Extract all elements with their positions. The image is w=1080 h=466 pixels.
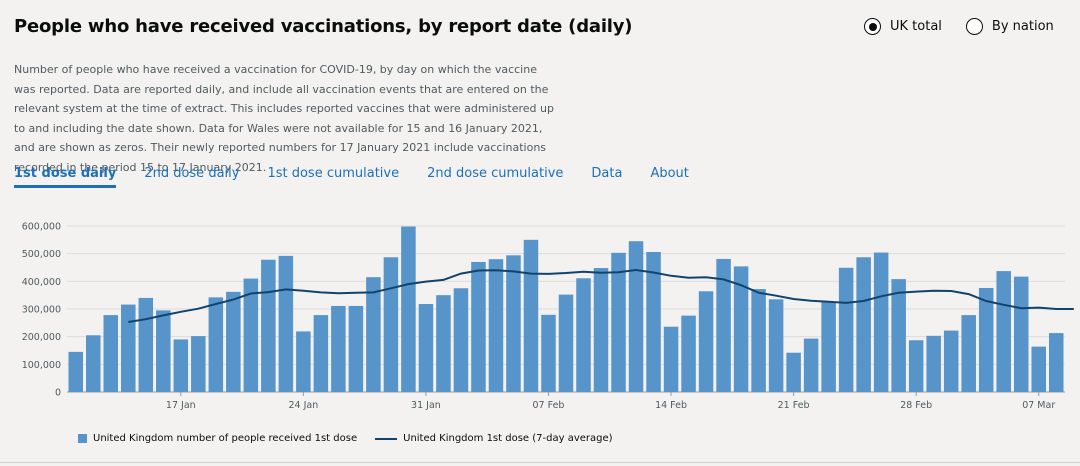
tab-1st-dose-daily[interactable]: 1st dose daily xyxy=(14,166,117,188)
legend-item-bars[interactable]: United Kingdom number of people received… xyxy=(78,433,357,444)
chart-description: Number of people who have received a vac… xyxy=(14,60,554,177)
bar[interactable] xyxy=(541,314,556,392)
chart-title: People who have received vaccinations, b… xyxy=(14,16,633,37)
bar[interactable] xyxy=(611,252,626,392)
bar[interactable] xyxy=(786,352,801,392)
y-tick-label: 600,000 xyxy=(22,222,61,233)
bar[interactable] xyxy=(908,340,924,392)
legend-label-line: United Kingdom 1st dose (7-day average) xyxy=(403,433,613,444)
bar[interactable] xyxy=(296,331,311,392)
bar[interactable] xyxy=(313,315,329,392)
tab-1st-dose-cumulative[interactable]: 1st dose cumulative xyxy=(267,166,400,181)
bar[interactable] xyxy=(558,294,574,392)
bar[interactable] xyxy=(103,315,119,392)
bar[interactable] xyxy=(891,279,906,392)
x-tick-label: 21 Feb xyxy=(778,400,810,411)
bar[interactable] xyxy=(716,258,731,392)
bar[interactable] xyxy=(646,252,661,392)
radio-unselected-icon xyxy=(965,18,983,35)
divider xyxy=(0,462,1080,463)
bar[interactable] xyxy=(488,259,504,392)
x-tick-label: 24 Jan xyxy=(288,400,318,411)
bar[interactable] xyxy=(1013,276,1029,392)
bar[interactable] xyxy=(121,304,136,392)
bar[interactable] xyxy=(348,305,364,392)
bar[interactable] xyxy=(996,271,1011,392)
bar[interactable] xyxy=(978,287,994,392)
radio-label: By nation xyxy=(991,19,1054,34)
bar[interactable] xyxy=(523,239,539,392)
bar[interactable] xyxy=(698,291,714,392)
bar[interactable] xyxy=(628,241,644,392)
x-tick-label: 07 Mar xyxy=(1022,400,1055,411)
bar[interactable] xyxy=(593,268,609,392)
seven-day-average-line[interactable] xyxy=(128,268,1074,323)
bar[interactable] xyxy=(156,310,171,392)
legend-label-bars: United Kingdom number of people received… xyxy=(93,433,358,444)
bar[interactable] xyxy=(226,291,241,392)
y-tick-label: 300,000 xyxy=(22,305,61,316)
chart-legend: United Kingdom number of people received… xyxy=(78,433,613,444)
radio-by-nation[interactable]: By nation xyxy=(965,18,1054,35)
bar[interactable] xyxy=(681,315,696,392)
bar[interactable] xyxy=(856,257,871,392)
x-tick-label: 14 Feb xyxy=(655,400,687,411)
vaccination-chart: 0 100,000 200,000 300,000 400,000 500,000 600,… xyxy=(22,222,1074,411)
tab-about[interactable]: About xyxy=(650,166,689,181)
y-tick-label: 400,000 xyxy=(22,277,61,288)
bar[interactable] xyxy=(243,278,259,392)
radio-uk-total[interactable]: UK total xyxy=(864,18,942,35)
bar[interactable] xyxy=(873,252,889,392)
x-tick-label: 28 Feb xyxy=(900,400,932,411)
view-radio-group: UK total By nation xyxy=(864,18,1054,35)
bar[interactable] xyxy=(208,297,224,392)
tab-2nd-dose-daily[interactable]: 2nd dose daily xyxy=(144,166,240,181)
bar[interactable] xyxy=(768,299,784,392)
bar[interactable] xyxy=(663,326,679,392)
bar[interactable] xyxy=(383,257,399,392)
bar[interactable] xyxy=(86,335,101,392)
chart-tabs: 1st dose daily 2nd dose daily 1st dose c… xyxy=(14,166,689,188)
bar[interactable] xyxy=(366,277,381,392)
bar[interactable] xyxy=(401,226,416,392)
bar[interactable] xyxy=(436,295,451,392)
y-tick-label: 500,000 xyxy=(22,249,61,260)
bar[interactable] xyxy=(733,266,749,392)
bar[interactable] xyxy=(838,267,854,392)
x-tick-label: 17 Jan xyxy=(166,400,196,411)
bar[interactable] xyxy=(506,255,521,392)
x-tick-label: 31 Jan xyxy=(411,400,441,411)
bar[interactable] xyxy=(751,289,766,392)
y-tick-label: 0 xyxy=(55,388,61,399)
bar[interactable] xyxy=(331,305,346,392)
bar[interactable] xyxy=(576,278,591,392)
tab-data[interactable]: Data xyxy=(591,166,623,181)
bar[interactable] xyxy=(471,261,486,392)
bar[interactable] xyxy=(1031,346,1046,392)
bar[interactable] xyxy=(138,297,154,392)
tab-2nd-dose-cumulative[interactable]: 2nd dose cumulative xyxy=(427,166,564,181)
bar[interactable] xyxy=(1048,333,1064,392)
bar[interactable] xyxy=(173,339,189,392)
x-tick-label: 07 Feb xyxy=(533,400,565,411)
bar[interactable] xyxy=(278,255,294,392)
bar[interactable] xyxy=(68,351,84,392)
bar[interactable] xyxy=(418,304,434,392)
y-tick-label: 100,000 xyxy=(22,360,61,371)
bar[interactable] xyxy=(191,336,206,392)
bar[interactable] xyxy=(453,288,469,392)
bar[interactable] xyxy=(961,315,976,392)
radio-selected-icon xyxy=(864,18,881,35)
bar[interactable] xyxy=(803,338,819,392)
bar-swatch-icon xyxy=(78,434,87,443)
bar[interactable] xyxy=(261,259,276,392)
y-tick-label: 200,000 xyxy=(22,332,61,343)
legend-item-line[interactable]: United Kingdom 1st dose (7-day average) xyxy=(375,433,613,444)
description-text: Number of people who have received a vac… xyxy=(14,63,554,174)
bar[interactable] xyxy=(926,335,941,392)
line-swatch-icon xyxy=(375,437,398,440)
radio-label: UK total xyxy=(890,19,942,34)
bar[interactable] xyxy=(943,330,959,392)
bar[interactable] xyxy=(821,301,836,392)
